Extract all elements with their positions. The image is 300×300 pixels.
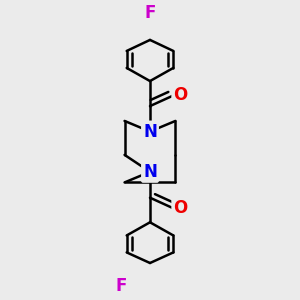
Text: O: O [173, 199, 188, 217]
Text: F: F [144, 4, 156, 22]
Text: O: O [173, 86, 188, 104]
Text: F: F [115, 278, 127, 296]
Text: N: N [143, 163, 157, 181]
Text: N: N [143, 122, 157, 140]
